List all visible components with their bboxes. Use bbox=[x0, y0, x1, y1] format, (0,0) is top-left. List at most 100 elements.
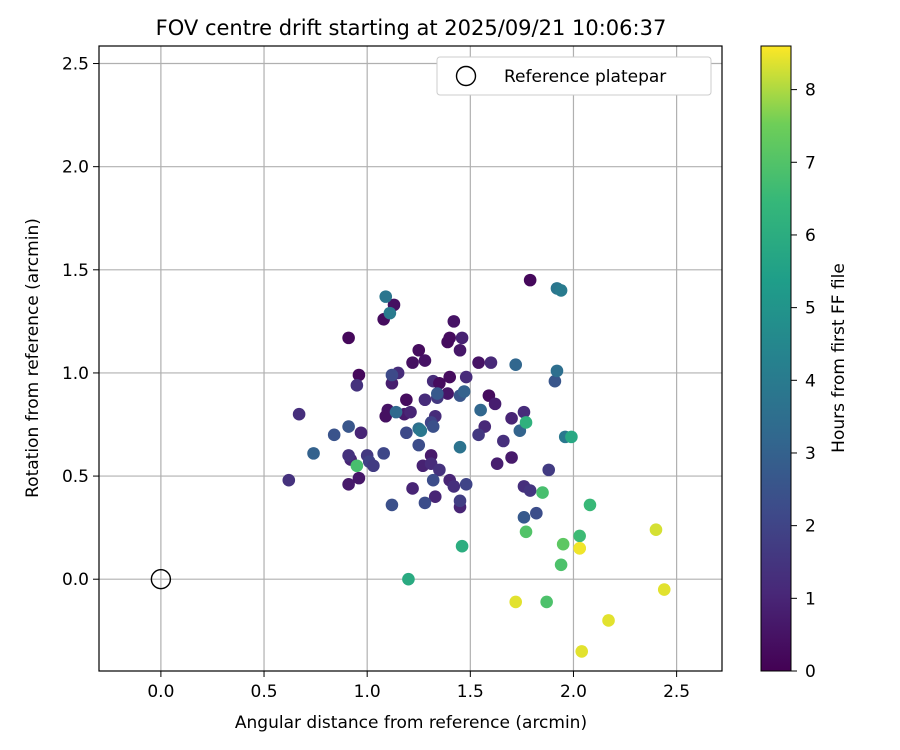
legend: Reference platepar bbox=[436, 56, 712, 96]
data-point bbox=[282, 473, 296, 487]
x-tick-label: 2.0 bbox=[560, 682, 587, 702]
data-point bbox=[519, 416, 533, 429]
data-point bbox=[433, 463, 446, 477]
data-point bbox=[414, 424, 428, 437]
data-point bbox=[474, 403, 487, 417]
data-point bbox=[426, 473, 440, 487]
legend-entry-label: Reference platepar bbox=[504, 67, 666, 87]
x-tick-label: 0.0 bbox=[147, 682, 174, 702]
colorbar: 0 1 2 3 4 5 6 7 8 Hours from first FF file bbox=[760, 45, 849, 682]
data-point bbox=[554, 558, 568, 572]
data-point bbox=[548, 374, 562, 388]
data-point bbox=[352, 471, 366, 485]
data-point bbox=[573, 541, 586, 555]
data-point bbox=[497, 434, 510, 448]
y-tick-label: 1.5 bbox=[62, 261, 89, 281]
data-point bbox=[383, 306, 397, 320]
data-point bbox=[354, 426, 368, 440]
data-point bbox=[575, 645, 589, 658]
colorbar-gradient bbox=[760, 45, 792, 672]
data-point bbox=[517, 511, 531, 524]
x-tick-label: 0.5 bbox=[251, 682, 278, 702]
colorbar-tick-label: 3 bbox=[805, 444, 816, 464]
data-points bbox=[150, 273, 671, 658]
data-point bbox=[542, 463, 556, 477]
data-point bbox=[443, 331, 456, 345]
data-point bbox=[342, 478, 355, 491]
data-point bbox=[367, 459, 380, 473]
data-point bbox=[402, 572, 415, 586]
colorbar-tick-label: 7 bbox=[805, 153, 816, 173]
x-tick-label: 1.5 bbox=[457, 682, 484, 702]
data-point bbox=[342, 331, 355, 345]
colorbar-tick-label: 5 bbox=[805, 299, 816, 319]
data-point bbox=[453, 494, 467, 508]
y-tick-label: 0.0 bbox=[62, 570, 89, 590]
colorbar-tick-label: 8 bbox=[805, 81, 816, 101]
data-point bbox=[418, 354, 432, 367]
x-axis-label: Angular distance from reference (arcmin) bbox=[235, 713, 587, 733]
data-point bbox=[565, 430, 578, 444]
data-point bbox=[536, 486, 549, 499]
data-point bbox=[583, 498, 597, 512]
y-tick-label: 0.5 bbox=[62, 467, 89, 487]
data-point bbox=[523, 273, 537, 287]
data-point bbox=[412, 343, 426, 357]
data-point bbox=[554, 284, 568, 297]
data-point bbox=[519, 525, 533, 539]
data-point bbox=[505, 451, 518, 464]
colorbar-tick-label: 2 bbox=[805, 517, 816, 537]
data-point bbox=[433, 376, 446, 390]
data-point bbox=[530, 506, 543, 520]
data-point bbox=[517, 405, 531, 419]
data-point bbox=[404, 405, 417, 419]
data-point bbox=[428, 490, 442, 504]
grid bbox=[99, 46, 722, 671]
data-point bbox=[550, 364, 564, 378]
colorbar-tick-label: 6 bbox=[805, 226, 816, 246]
data-point bbox=[649, 523, 663, 537]
data-point bbox=[505, 412, 518, 425]
data-point bbox=[379, 409, 393, 423]
data-point bbox=[352, 368, 366, 382]
data-point bbox=[455, 539, 469, 553]
data-point bbox=[484, 356, 498, 369]
data-point bbox=[509, 595, 523, 609]
data-point bbox=[490, 457, 504, 470]
data-point bbox=[457, 385, 471, 398]
data-point bbox=[509, 358, 523, 371]
data-point bbox=[443, 370, 456, 384]
data-point bbox=[342, 449, 355, 462]
y-tick-label: 1.0 bbox=[62, 364, 89, 384]
data-point bbox=[418, 393, 432, 407]
data-point bbox=[657, 583, 671, 596]
data-point bbox=[406, 356, 419, 369]
data-point bbox=[523, 484, 537, 497]
data-point bbox=[447, 315, 461, 328]
data-point bbox=[472, 428, 485, 442]
data-point bbox=[426, 420, 440, 433]
y-tick-label: 2.5 bbox=[62, 55, 89, 75]
x-tick-label: 1.0 bbox=[354, 682, 381, 702]
data-point bbox=[350, 459, 364, 473]
data-point bbox=[556, 537, 570, 551]
y-tick-label: 2.0 bbox=[62, 158, 89, 178]
x-tick-label: 2.5 bbox=[663, 682, 690, 702]
data-point bbox=[400, 426, 413, 440]
data-point bbox=[412, 438, 426, 452]
data-point bbox=[453, 440, 467, 454]
data-point bbox=[377, 447, 390, 460]
data-point bbox=[431, 387, 444, 400]
data-point bbox=[472, 356, 485, 369]
data-point bbox=[385, 498, 399, 512]
colorbar-label: Hours from first FF file bbox=[829, 263, 849, 453]
data-point bbox=[488, 397, 502, 411]
data-point bbox=[459, 478, 473, 491]
reference-platepar-marker bbox=[150, 569, 172, 590]
data-point bbox=[573, 529, 586, 543]
colorbar-ticks: 0 1 2 3 4 5 6 7 8 bbox=[791, 81, 816, 682]
data-point bbox=[342, 420, 355, 433]
plot-frame bbox=[98, 45, 723, 672]
x-axis-ticks: 0.0 0.5 1.0 1.5 2.0 2.5 bbox=[147, 671, 690, 702]
